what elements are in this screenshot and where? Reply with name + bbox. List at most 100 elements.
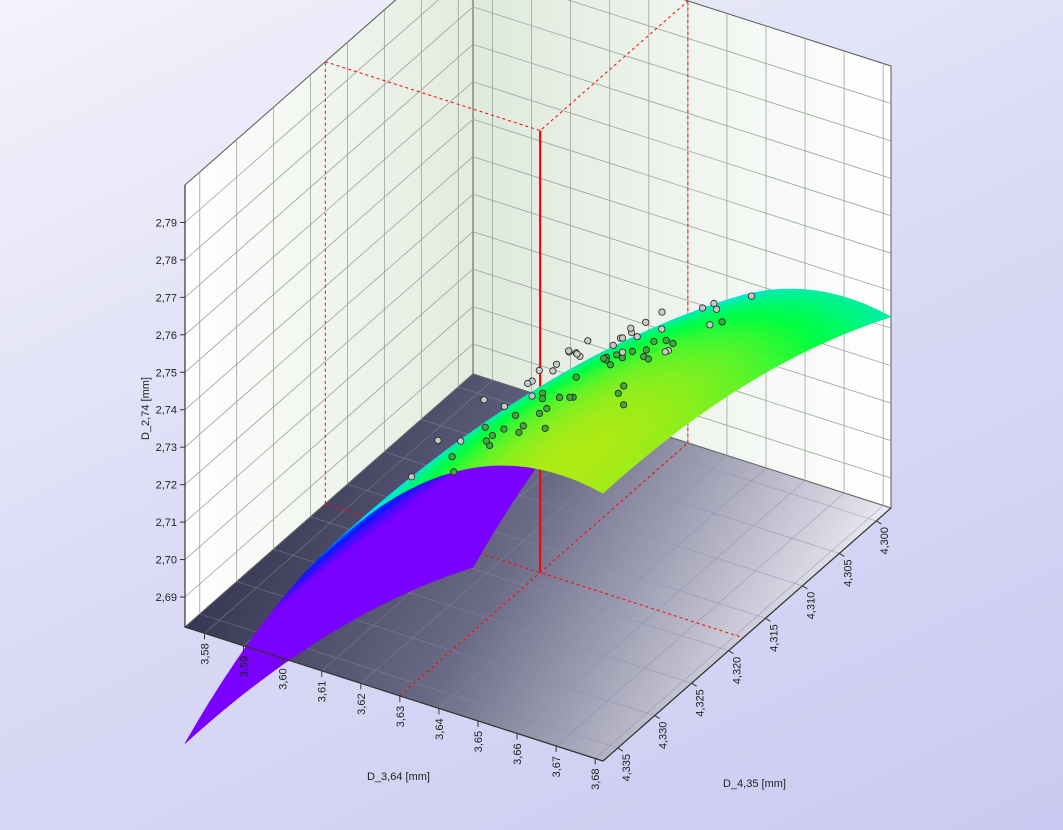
data-point [627,324,635,332]
data-point [618,348,627,356]
y-tick-mark [654,715,660,720]
z-gridline [184,118,892,373]
data-point [572,373,580,381]
data-point [619,401,628,409]
y-tick-label: 4,335 [621,754,633,782]
y-tick-label: 4,300 [879,527,891,555]
data-point [612,351,621,359]
data-points [407,292,756,481]
data-point [712,305,721,313]
z-tick-label: 2,69 [156,592,177,604]
data-point [658,308,666,316]
z-gridline [184,43,892,298]
x-gridline-floor [204,380,493,634]
x-tick-label: 3,65 [473,731,485,752]
z-tick-label: 2,73 [156,442,177,454]
data-point [606,361,615,369]
y-tick-label: 4,310 [805,592,817,620]
x-gridline-floor [594,505,884,759]
data-point [511,411,520,419]
data-point [600,354,608,362]
data-point [515,428,523,437]
y-tick-mark [728,650,734,655]
data-point [710,299,718,308]
x-gridline-floor [477,467,767,722]
data-point [628,347,637,356]
data-point [614,389,622,397]
surface-cell [184,714,207,744]
y-tick-mark [617,747,624,752]
x-gridline-floor [516,480,806,734]
z-axis-label: D_2,74 [mm] [140,377,152,440]
data-point [706,321,714,329]
data-point [434,436,442,444]
z-tick-label: 2,77 [156,292,177,304]
y-tick-label: 4,305 [842,559,854,587]
x-tick-label: 3,68 [590,769,602,790]
data-point [482,437,490,445]
data-point [543,404,551,413]
y-axis-label: D_4,35 [mm] [723,778,786,790]
data-point [642,346,650,354]
surface-cell [590,478,613,494]
x-tick-label: 3,58 [200,643,212,664]
x-tick-label: 3,61 [317,681,329,702]
y-tick-mark [875,520,882,525]
data-point [633,333,641,341]
x-tick-label: 3,59 [239,656,251,677]
data-point [565,347,573,355]
data-point [552,360,561,368]
data-point [584,337,592,345]
z-tick-label: 2,76 [156,330,177,342]
data-point [609,341,617,349]
y-tick-label: 4,315 [769,624,781,652]
crosshair-floor-x [399,442,689,697]
data-point [644,355,653,363]
data-point [538,395,547,403]
data-point [549,367,557,375]
data-point [457,437,465,445]
z-gridline [184,0,892,223]
z-gridline [184,193,892,448]
data-point [535,409,544,417]
x-axis-label: D_3,64 [mm] [367,771,430,783]
z-tick-label: 2,71 [156,517,177,529]
data-point [650,337,658,346]
data-point [450,468,458,476]
data-point [573,350,581,358]
y-tick-label: 4,325 [695,689,707,717]
data-point [718,318,726,326]
y-tick-label: 4,330 [658,722,670,750]
data-point [481,423,489,431]
tick-labels: 2,69 2,70 2,71 2,72 2,73 2,74 2,75 2,76 2,77 2,78… [156,217,892,789]
data-point [661,348,669,356]
z-gridline [184,343,892,598]
z-tick-label: 2,75 [156,367,177,379]
z-gridline [184,156,892,411]
x-gridline-floor [438,455,728,709]
z-gridline [184,81,892,336]
data-point [535,366,543,374]
data-point [620,382,628,390]
z-tick-label: 2,78 [156,255,177,267]
data-point [669,339,677,348]
x-gridline-floor [555,492,845,747]
y-tick-mark [839,552,845,557]
data-point [541,424,549,432]
data-point [524,379,532,388]
x-axis-line [184,626,604,762]
data-point [519,422,527,430]
data-point [698,304,707,312]
z-tick-label: 2,74 [156,405,177,417]
y-tick-mark [765,617,771,622]
x-tick-label: 3,66 [512,743,524,764]
z-tick-label: 2,79 [156,217,177,229]
x-tick-label: 3,60 [278,668,290,689]
z-tick-label: 2,72 [156,480,177,492]
data-point [566,393,574,401]
data-point [480,396,488,404]
z-gridline [184,306,892,560]
x-tick-label: 3,62 [356,693,368,714]
axes [180,185,892,765]
data-point [662,336,670,344]
